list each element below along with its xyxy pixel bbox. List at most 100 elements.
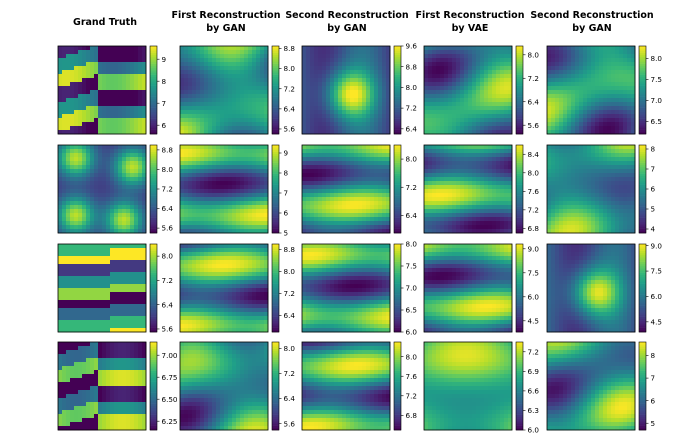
heatmap-cell bbox=[583, 169, 588, 174]
heatmap-cell bbox=[615, 66, 620, 71]
colorbar-segment bbox=[639, 116, 646, 119]
heatmap-cell bbox=[334, 62, 339, 67]
heatmap-cell bbox=[314, 106, 319, 111]
heatmap-cell bbox=[322, 201, 327, 206]
heatmap-cell bbox=[583, 114, 588, 119]
heatmap-cell bbox=[256, 86, 261, 91]
heatmap-cell bbox=[208, 189, 213, 194]
heatmap-cell bbox=[326, 126, 331, 131]
heatmap-cell bbox=[244, 169, 249, 174]
heatmap-cell bbox=[476, 165, 481, 170]
heatmap-cell bbox=[264, 82, 269, 87]
heatmap-cell bbox=[334, 54, 339, 59]
heatmap-cell bbox=[547, 126, 552, 131]
heatmap-cell bbox=[224, 114, 229, 119]
heatmap-cell bbox=[547, 149, 552, 154]
heatmap-cell bbox=[382, 181, 387, 186]
heatmap-cell bbox=[358, 90, 363, 95]
heatmap-cell bbox=[90, 50, 95, 55]
heatmap-cell bbox=[74, 193, 79, 198]
heatmap-cell bbox=[216, 126, 221, 131]
colorbar-segment bbox=[639, 85, 646, 89]
heatmap-cell bbox=[488, 98, 493, 103]
heatmap-cell bbox=[432, 145, 437, 150]
colorbar-segment bbox=[272, 147, 279, 150]
heatmap-cell bbox=[370, 153, 375, 158]
heatmap-cell bbox=[386, 209, 391, 214]
heatmap-cell bbox=[378, 189, 383, 194]
colorbar-segment bbox=[272, 46, 279, 49]
heatmap-cell bbox=[228, 177, 233, 182]
heatmap-cell bbox=[603, 126, 608, 131]
colorbar-segment bbox=[150, 182, 157, 185]
heatmap-cell bbox=[66, 225, 71, 230]
heatmap-cell bbox=[334, 213, 339, 218]
heatmap-cell bbox=[256, 201, 261, 206]
heatmap-cell bbox=[464, 90, 469, 95]
heatmap-cell bbox=[468, 209, 473, 214]
heatmap-cell bbox=[114, 46, 119, 51]
heatmap-cell bbox=[106, 122, 111, 127]
heatmap-cell bbox=[547, 165, 552, 170]
heatmap-cell bbox=[66, 86, 71, 91]
heatmap-cell bbox=[334, 165, 339, 170]
heatmap-cell bbox=[58, 197, 63, 202]
heatmap-cell bbox=[98, 70, 103, 75]
colorbar-segment bbox=[150, 151, 157, 155]
heatmap-cell bbox=[366, 217, 371, 222]
heatmap-cell bbox=[86, 201, 91, 206]
heatmap-cell bbox=[500, 177, 505, 182]
heatmap-cell bbox=[200, 177, 205, 182]
heatmap-cell bbox=[551, 161, 556, 166]
heatmap-cell bbox=[452, 54, 457, 59]
heatmap-cell bbox=[559, 82, 564, 87]
heatmap-cell bbox=[118, 145, 123, 150]
heatmap-cell bbox=[627, 86, 632, 91]
heatmap-cell bbox=[232, 114, 237, 119]
heatmap-cell bbox=[74, 114, 79, 119]
heatmap-cell bbox=[138, 78, 143, 83]
heatmap-cell bbox=[256, 181, 261, 186]
heatmap-cell bbox=[350, 98, 355, 103]
heatmap-cell bbox=[456, 74, 461, 79]
heatmap-cell bbox=[224, 118, 229, 123]
heatmap-cell bbox=[350, 197, 355, 202]
heatmap-cell bbox=[130, 189, 135, 194]
heatmap-cell bbox=[326, 74, 331, 79]
heatmap-cell bbox=[330, 181, 335, 186]
heatmap-cell bbox=[366, 213, 371, 218]
heatmap-cell bbox=[122, 70, 127, 75]
heatmap-cell bbox=[220, 209, 225, 214]
heatmap-cell bbox=[200, 74, 205, 79]
heatmap-cell bbox=[334, 94, 339, 99]
heatmap-cell bbox=[228, 181, 233, 186]
colorbar-tick-label: 7.2 bbox=[406, 183, 417, 192]
heatmap-cell bbox=[587, 157, 592, 162]
heatmap-cell bbox=[551, 118, 556, 123]
heatmap-cell bbox=[70, 169, 75, 174]
heatmap-cell bbox=[232, 74, 237, 79]
heatmap-cell bbox=[488, 74, 493, 79]
heatmap-cell bbox=[260, 157, 265, 162]
heatmap-cell bbox=[62, 157, 67, 162]
colorbar-segment bbox=[272, 213, 279, 216]
heatmap-cell bbox=[448, 62, 453, 67]
heatmap-cell bbox=[338, 102, 343, 107]
heatmap-cell bbox=[302, 86, 307, 91]
heatmap-cell bbox=[366, 114, 371, 119]
heatmap-cell bbox=[334, 50, 339, 55]
heatmap-cell bbox=[374, 145, 379, 150]
heatmap-cell bbox=[90, 153, 95, 158]
heatmap-cell bbox=[432, 86, 437, 91]
heatmap-cell bbox=[212, 122, 217, 127]
heatmap-cell bbox=[102, 229, 107, 234]
heatmap-cell bbox=[370, 161, 375, 166]
colorbar-segment bbox=[394, 52, 401, 56]
heatmap-cell bbox=[500, 149, 505, 154]
heatmap-cell bbox=[102, 205, 107, 210]
colorbar-segment bbox=[516, 107, 523, 111]
heatmap-cell bbox=[619, 149, 624, 154]
heatmap-cell bbox=[310, 185, 315, 190]
heatmap-cell bbox=[240, 74, 245, 79]
heatmap-cell bbox=[456, 173, 461, 178]
